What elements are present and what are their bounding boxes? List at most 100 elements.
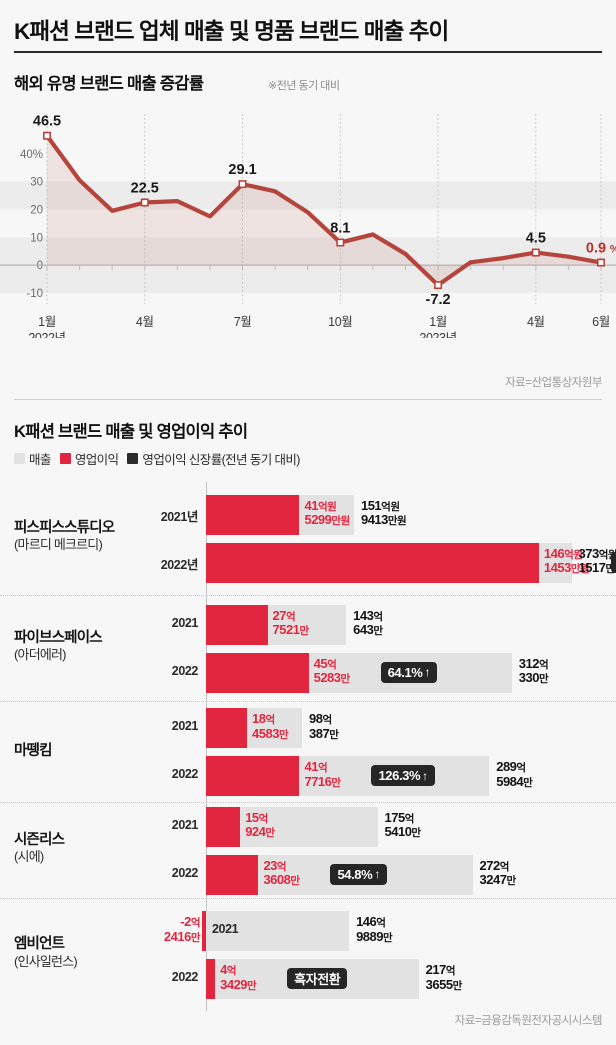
growth-rate-label: 54.8% — [337, 866, 373, 882]
sales-value-main: 272억 — [479, 857, 510, 873]
sales-value-sub: 3247만 — [479, 872, 517, 888]
legend-item: 영업이익 신장률(전년 동기 대비) — [127, 449, 300, 468]
profit-value-sub: 3608만 — [263, 872, 300, 888]
section1-title: 해외 유명 브랜드 매출 증감률 — [14, 75, 204, 93]
profit-value-main: 41억원 — [304, 497, 337, 513]
operating-profit-value: 27억 7521만 — [273, 608, 310, 639]
sales-value: 289억 5984만 — [496, 759, 533, 790]
brand-name: 마뗑킴 — [14, 742, 52, 761]
chart-area-fill — [47, 135, 601, 286]
growth-rate-badge: 64.1% ↑ — [380, 661, 438, 683]
sales-value: 151억원 9413만원 — [360, 497, 407, 529]
sales-value: 143억 643만 — [353, 608, 383, 639]
sales-sub-unit: 만 — [329, 728, 339, 741]
sales-value-sub: 5410만 — [384, 824, 422, 840]
legend-label: 매출 — [29, 453, 51, 467]
profit-sub-unit: 만 — [278, 728, 289, 741]
growth-rate-badge: 54.8% ↑ — [330, 863, 387, 885]
sales-value-sub: 9413만원 — [360, 512, 407, 528]
brand-name-main: 파이브스페이스 — [14, 629, 103, 646]
legend-swatch-icon — [14, 453, 25, 464]
operating-profit-value: 23억 3608만 — [263, 858, 300, 889]
brand-name-sub: (시에) — [14, 849, 44, 865]
growth-rate-badge: 흑자전환 — [287, 968, 348, 989]
brand-name: 파이브스페이스 (아더에러) — [14, 629, 103, 664]
growth-rate-label: 64.1% — [387, 664, 423, 680]
brand-name-sub: (인사일런스) — [14, 953, 78, 969]
year-label: 2021 — [171, 817, 199, 832]
title-divider — [14, 51, 602, 53]
x-axis-tick: 4월 — [527, 315, 545, 329]
profit-unit: 억 — [286, 610, 296, 623]
operating-profit-value: 15억 924만 — [245, 809, 275, 841]
sales-sub-unit: 만 — [373, 625, 383, 638]
sales-value-main: 151억원 — [360, 497, 400, 513]
brand-row: 마뗑킴 2021 18억 4583만 98억 387만 2022 41억 7716만 289억 59… — [0, 702, 616, 803]
chart-data-label: 29.1 — [228, 162, 256, 178]
chart-band — [0, 181, 616, 210]
profit-unit: 억 — [226, 965, 237, 977]
brand-name-main: 엠비언트 — [14, 936, 65, 952]
chart-data-label: 4.5 — [526, 231, 546, 247]
operating-profit-bar — [206, 756, 300, 796]
y-axis-tick: 30 — [30, 177, 43, 189]
brand-name-main: 마뗑킴 — [14, 743, 52, 759]
profit-unit: 억 — [276, 860, 287, 873]
operating-profit-value: 4억 3429만 — [220, 962, 257, 993]
bar-baseline-axis — [206, 482, 207, 595]
sales-bar — [206, 911, 350, 951]
profit-value-sub: 7716만 — [304, 773, 341, 789]
section1-note: ※전년 동기 대비 — [268, 80, 340, 92]
profit-value-main: -2억 — [180, 914, 200, 929]
line-chart: 40% 30 20 10 0 -10 46.5 22.5 29.1 8.1 -7.2 4.5 0.9% 1… — [0, 108, 616, 338]
profit-unit: 억 — [258, 812, 269, 825]
profit-value-main: 15억 — [245, 809, 269, 825]
chart-data-point — [140, 198, 149, 207]
brand-row: 시즌리스 (시에) 2021 15억 924만 175억 5410만 2022 23억 3608만… — [0, 803, 616, 899]
x-axis-tick-year: 2022년 — [28, 331, 65, 338]
profit-value-sub: 924만 — [245, 824, 275, 840]
profit-value-sub: 5283만 — [313, 670, 351, 686]
year-label: 2022 — [171, 663, 199, 678]
y-axis-tick: 20 — [30, 204, 43, 216]
sales-value: 217억 3655만 — [426, 962, 463, 993]
brand-rows: 피스피스스튜디오 (마르디 메크르디) 2021년 41억원 5299만원 151억원 94… — [0, 482, 616, 1011]
chart-legend: 매출 영업이익 영업이익 신장률(전년 동기 대비) — [14, 449, 300, 468]
operating-profit-value: 18억 4583만 — [252, 711, 289, 742]
sales-unit: 억 — [499, 860, 510, 873]
operating-profit-value: 146억원 1453만원 — [544, 546, 590, 577]
bar-baseline-axis — [206, 803, 207, 898]
svg-text:4.5: 4.5 — [526, 231, 546, 247]
profit-sub-unit: 만원 — [331, 515, 350, 528]
growth-rate-label: 126.3% — [378, 768, 421, 783]
brand-name-sub: (아더에러) — [14, 647, 67, 663]
sales-unit: 억원 — [381, 500, 400, 513]
operating-profit-value: 45억 5283만 — [313, 656, 351, 687]
chart-data-label: 22.5 — [131, 180, 159, 196]
profit-value-main: 4억 — [220, 962, 237, 977]
sales-value-main: 146억 — [356, 914, 386, 929]
x-axis-tick: 7월 — [234, 315, 252, 329]
y-axis-tick: 40% — [20, 149, 43, 161]
section-divider — [14, 399, 602, 400]
legend-item: 매출 — [14, 449, 51, 468]
x-axis-tick-year: 2023년 — [419, 331, 456, 338]
brand-row: 엠비언트 (인사일런스) 2021 -2억 2416만 146억 9889만 2022 4억 34… — [0, 899, 616, 1011]
sales-value-main: 98억 — [309, 711, 332, 726]
profit-sub-unit: 만원 — [570, 563, 590, 576]
profit-value-main: 41억 — [304, 759, 328, 774]
sales-unit: 억원 — [598, 548, 616, 561]
y-axis-tick: -10 — [26, 288, 43, 300]
page-title: K패션 브랜드 업체 매출 및 명품 브랜드 매출 추이 — [14, 19, 449, 44]
bar-baseline-axis — [206, 899, 207, 1011]
sales-unit: 억 — [376, 917, 386, 929]
operating-profit-value: 41억원 5299만원 — [304, 497, 350, 529]
brand-name: 피스피스스튜디오 (마르디 메크르디) — [14, 519, 115, 554]
x-axis-tick: 1월 — [429, 315, 447, 329]
brand-name-sub: (마르디 메크르디) — [14, 537, 103, 553]
y-axis-tick: 10 — [30, 232, 43, 244]
sales-value-main: 312억 — [518, 655, 549, 671]
sales-value-sub: 9889만 — [356, 928, 393, 944]
sales-value: 272억 3247만 — [479, 857, 517, 889]
